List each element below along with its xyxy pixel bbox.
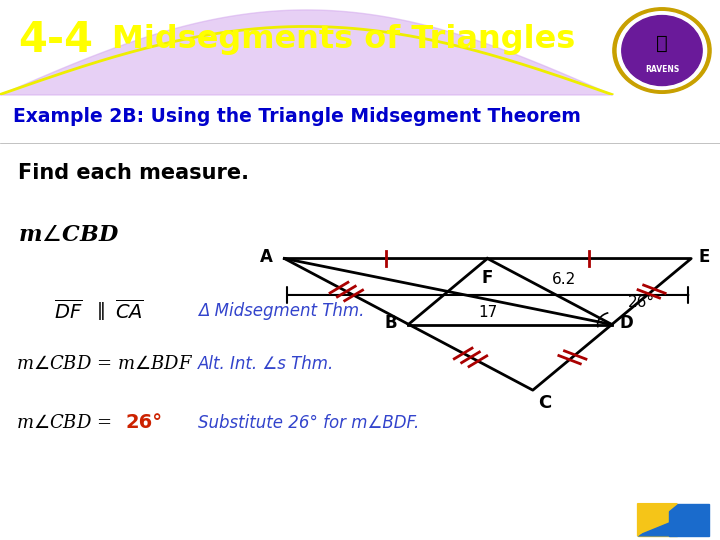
Text: Example 2B: Using the Triangle Midsegment Theorem: Example 2B: Using the Triangle Midsegmen…	[13, 107, 581, 126]
Text: RAVENS: RAVENS	[645, 65, 679, 75]
Text: 6.2: 6.2	[552, 272, 576, 287]
Text: 26°: 26°	[628, 295, 655, 310]
Polygon shape	[670, 504, 708, 536]
Text: Alt. Int. ∠s Thm.: Alt. Int. ∠s Thm.	[198, 355, 334, 373]
Text: D: D	[619, 314, 633, 332]
Circle shape	[622, 16, 702, 85]
Text: m$\angle$CBD: m$\angle$CBD	[18, 224, 119, 246]
Text: 17: 17	[478, 305, 498, 320]
Text: m$\angle$CBD =: m$\angle$CBD =	[16, 414, 113, 431]
Text: $\overline{DF}$: $\overline{DF}$	[54, 299, 83, 323]
Text: $\overline{CA}$: $\overline{CA}$	[115, 299, 144, 323]
Polygon shape	[638, 504, 677, 536]
Polygon shape	[638, 504, 677, 536]
Text: Δ Midsegment Thm.: Δ Midsegment Thm.	[198, 302, 364, 320]
Text: 4-4: 4-4	[18, 19, 93, 60]
Text: Substitute 26° for m∠BDF.: Substitute 26° for m∠BDF.	[198, 414, 419, 431]
Text: Find each measure.: Find each measure.	[18, 163, 249, 184]
Text: m$\angle$CBD = m$\angle$BDF: m$\angle$CBD = m$\angle$BDF	[16, 355, 193, 373]
Text: Geometry: Geometry	[576, 511, 666, 529]
Circle shape	[617, 12, 706, 90]
Text: Midsegments of Triangles: Midsegments of Triangles	[112, 24, 575, 55]
Text: E: E	[698, 247, 710, 266]
Text: C: C	[539, 394, 552, 412]
Text: B: B	[384, 314, 397, 332]
Text: 🦅: 🦅	[656, 34, 668, 53]
Text: 26°: 26°	[126, 413, 163, 432]
Text: $\|$: $\|$	[96, 300, 104, 322]
Polygon shape	[638, 519, 708, 536]
Text: F: F	[482, 268, 493, 287]
Circle shape	[613, 8, 711, 93]
Text: A: A	[260, 247, 273, 266]
